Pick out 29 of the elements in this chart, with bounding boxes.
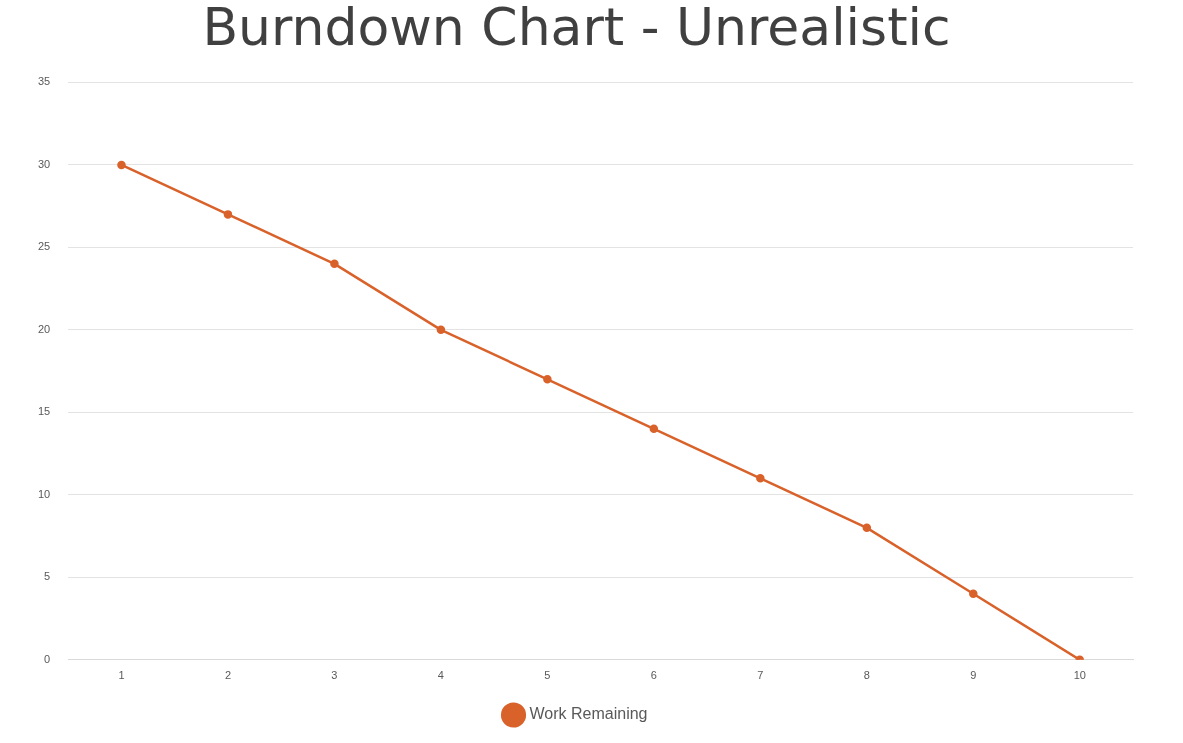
x-tick-label: 10 xyxy=(1073,669,1086,682)
point xyxy=(756,474,765,483)
x-tick-label: 6 xyxy=(650,669,657,682)
y-tick-label: 0 xyxy=(44,652,51,665)
chart-title: Burndown Chart - Unrealistic xyxy=(202,0,951,57)
point xyxy=(649,424,659,434)
point xyxy=(862,523,872,533)
point xyxy=(223,210,233,219)
legend-label: Work Remaining xyxy=(529,705,648,723)
point xyxy=(117,160,126,170)
y-tick-label: 25 xyxy=(37,240,51,253)
point xyxy=(330,259,339,269)
point xyxy=(436,325,446,335)
x-tick-label: 9 xyxy=(970,669,977,682)
point xyxy=(543,375,552,384)
x-tick-label: 3 xyxy=(331,669,338,682)
x-tick-label: 1 xyxy=(118,669,125,682)
x-tick-label: 4 xyxy=(437,669,444,682)
y-tick-label: 10 xyxy=(37,487,51,500)
point xyxy=(969,589,978,599)
y-tick-label: 20 xyxy=(37,322,51,335)
x-tick-label: 8 xyxy=(863,669,870,682)
x-tick-label: 5 xyxy=(544,669,551,682)
y-tick-label: 5 xyxy=(44,570,51,583)
x-tick-label: 2 xyxy=(224,669,232,682)
y-tick-label: 30 xyxy=(37,157,51,170)
x-tick-label: 7 xyxy=(757,669,764,682)
y-tick-label: 15 xyxy=(37,405,51,418)
y-tick-label: 35 xyxy=(37,75,51,88)
